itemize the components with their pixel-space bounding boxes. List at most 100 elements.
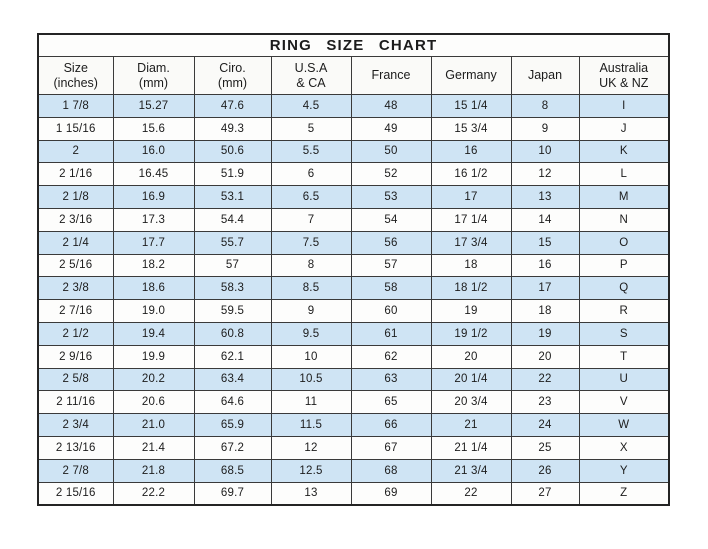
title-row: RING SIZE CHART (37, 33, 670, 57)
table-cell: 17 (430, 185, 512, 209)
table-row: 2 7/8 21.8 68.5 12.5 68 21 3/4 26 Y (37, 458, 670, 483)
table-cell: 2 3/16 (37, 207, 114, 232)
table-cell: 9 (270, 299, 352, 323)
table-cell: 18 (430, 253, 512, 278)
table-cell: 15.6 (112, 116, 195, 141)
column-header: Germany (430, 56, 512, 95)
table-cell: 21 1/4 (430, 435, 512, 460)
table-cell: 19.4 (112, 321, 195, 346)
table-cell: 2 5/8 (37, 367, 114, 392)
table-cell: 20.2 (112, 367, 195, 392)
table-cell: W (578, 413, 670, 437)
table-cell: 2 13/16 (37, 435, 114, 460)
table-cell: 49 (350, 116, 432, 141)
table-row: 2 5/16 18.2 57 8 57 18 16 P (37, 253, 670, 278)
table-cell: 13 (270, 481, 352, 506)
table-cell: 19.9 (112, 344, 195, 369)
table-cell: P (578, 253, 670, 278)
table-cell: 27 (510, 481, 580, 506)
table-row: 2 11/16 20.6 64.6 11 65 20 3/4 23 V (37, 390, 670, 415)
table-cell: 17 3/4 (430, 230, 512, 255)
table-cell: 8 (510, 94, 580, 118)
table-row: 2 9/16 19.9 62.1 10 62 20 20 T (37, 344, 670, 369)
table-cell: 66 (350, 413, 432, 437)
table-cell: 25 (510, 435, 580, 460)
table-row: 1 15/16 15.6 49.3 5 49 15 3/4 9 J (37, 116, 670, 141)
table-cell: Y (578, 458, 670, 483)
table-cell: I (578, 94, 670, 118)
table-cell: U (578, 367, 670, 392)
table-cell: 22 (430, 481, 512, 506)
table-body: 1 7/8 15.27 47.6 4.5 48 15 1/4 8 I 1 15/16 15.6 49… (37, 94, 670, 506)
table-row: 2 13/16 21.4 67.2 12 67 21 1/4 25 X (37, 435, 670, 460)
table-row: 2 15/16 22.2 69.7 13 69 22 27 Z (37, 481, 670, 506)
table-cell: 18.6 (112, 276, 195, 301)
table-cell: 2 7/16 (37, 299, 114, 323)
table-cell: 60.8 (193, 321, 272, 346)
table-cell: 24 (510, 413, 580, 437)
column-header: U.S.A & CA (270, 56, 352, 95)
table-cell: Z (578, 481, 670, 506)
table-cell: 56 (350, 230, 432, 255)
table-row: 2 1/8 16.9 53.1 6.5 53 17 13 M (37, 185, 670, 209)
table-cell: 59.5 (193, 299, 272, 323)
table-cell: 15.27 (112, 94, 195, 118)
column-header: France (350, 56, 432, 95)
table-cell: T (578, 344, 670, 369)
table-cell: 52 (350, 162, 432, 187)
header-row: Size (inches) Diam. (mm) Ciro. (mm) U.S.A &… (37, 56, 670, 95)
ring-size-table: RING SIZE CHART Size (inches) Diam. (mm) C… (37, 33, 671, 506)
table-cell: J (578, 116, 670, 141)
table-cell: 21 3/4 (430, 458, 512, 483)
table-cell: 4.5 (270, 94, 352, 118)
table-cell: 2 1/16 (37, 162, 114, 187)
table-cell: 16.0 (112, 139, 195, 164)
table-cell: V (578, 390, 670, 415)
table-cell: L (578, 162, 670, 187)
table-cell: 63.4 (193, 367, 272, 392)
table-cell: 2 1/4 (37, 230, 114, 255)
table-cell: 58.3 (193, 276, 272, 301)
table-cell: 65 (350, 390, 432, 415)
table-row: 2 3/4 21.0 65.9 11.5 66 21 24 W (37, 413, 670, 437)
table-cell: 2 5/16 (37, 253, 114, 278)
table-cell: 2 3/4 (37, 413, 114, 437)
table-row: 2 1/4 17.7 55.7 7.5 56 17 3/4 15 O (37, 230, 670, 255)
table-row: 2 3/8 18.6 58.3 8.5 58 18 1/2 17 Q (37, 276, 670, 301)
table-cell: 11 (270, 390, 352, 415)
table-cell: 21.0 (112, 413, 195, 437)
table-cell: R (578, 299, 670, 323)
table-cell: 16 (430, 139, 512, 164)
table-cell: 62 (350, 344, 432, 369)
table-cell: 17 1/4 (430, 207, 512, 232)
table-cell: 7.5 (270, 230, 352, 255)
table-cell: 69 (350, 481, 432, 506)
table-cell: 2 9/16 (37, 344, 114, 369)
table-cell: 8.5 (270, 276, 352, 301)
table-cell: X (578, 435, 670, 460)
table-cell: 2 7/8 (37, 458, 114, 483)
table-cell: 15 (510, 230, 580, 255)
table-cell: 10 (270, 344, 352, 369)
table-cell: 12 (510, 162, 580, 187)
table-row: 2 16.0 50.6 5.5 50 16 10 K (37, 139, 670, 164)
table-cell: 9.5 (270, 321, 352, 346)
table-cell: 20 1/4 (430, 367, 512, 392)
table-cell: 15 3/4 (430, 116, 512, 141)
table-cell: 23 (510, 390, 580, 415)
table-cell: 16.9 (112, 185, 195, 209)
table-cell: 9 (510, 116, 580, 141)
table-cell: 57 (193, 253, 272, 278)
table-cell: 62.1 (193, 344, 272, 369)
table-cell: 13 (510, 185, 580, 209)
table-cell: 2 1/8 (37, 185, 114, 209)
table-cell: 12 (270, 435, 352, 460)
table-cell: 69.7 (193, 481, 272, 506)
table-cell: 55.7 (193, 230, 272, 255)
column-header: Japan (510, 56, 580, 95)
table-cell: 68.5 (193, 458, 272, 483)
table-row: 2 7/16 19.0 59.5 9 60 19 18 R (37, 299, 670, 323)
table-cell: 21 (430, 413, 512, 437)
table-row: 2 3/16 17.3 54.4 7 54 17 1/4 14 N (37, 207, 670, 232)
